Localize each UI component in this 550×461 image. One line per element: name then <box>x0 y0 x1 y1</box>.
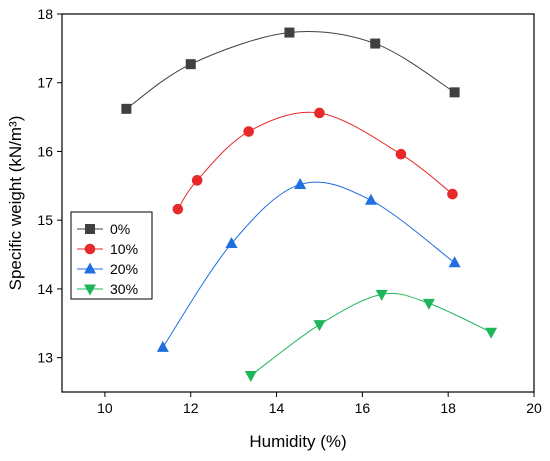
data-point <box>422 298 435 310</box>
legend-marker <box>84 243 96 255</box>
y-tick-label: 15 <box>37 212 53 228</box>
data-point <box>314 107 325 119</box>
series-curve-3 <box>250 292 492 376</box>
y-tick-label: 17 <box>37 75 53 91</box>
data-point <box>370 38 381 49</box>
data-point <box>395 148 407 160</box>
x-axis-title: Humidity (%) <box>249 432 346 451</box>
data-point <box>191 175 203 186</box>
legend-marker <box>85 224 95 234</box>
data-point <box>244 371 257 383</box>
data-point <box>172 203 184 215</box>
legend: 0% 10% 20% 30% <box>70 211 153 300</box>
legend-marker <box>84 262 96 274</box>
x-tick-label: 12 <box>183 400 199 416</box>
x-tick-label: 18 <box>440 400 456 416</box>
series-curve-2 <box>162 181 455 348</box>
data-point <box>485 327 498 339</box>
x-tick-label: 14 <box>269 400 285 416</box>
legend-marker <box>84 284 96 296</box>
data-point <box>449 87 460 98</box>
legend-label: 20% <box>110 261 138 277</box>
series-curve-1 <box>177 111 453 210</box>
legend-label: 30% <box>110 281 138 297</box>
y-tick-label: 13 <box>37 350 53 366</box>
series-points <box>121 27 498 383</box>
legend-label: 0% <box>110 221 130 237</box>
data-point <box>284 27 295 38</box>
y-tick-label: 18 <box>37 6 53 22</box>
y-tick-label: 16 <box>37 143 53 159</box>
x-tick-label: 10 <box>97 400 113 416</box>
y-axis-title: Specific weight (kN/m³) <box>6 116 25 291</box>
data-point <box>243 126 254 137</box>
data-point <box>185 59 196 70</box>
y-tick-label: 14 <box>37 281 53 297</box>
data-point <box>313 320 326 332</box>
x-tick-label: 20 <box>526 400 542 416</box>
data-point <box>156 340 169 352</box>
data-point <box>121 103 132 114</box>
axis-ticks: 10 12 14 16 18 20 13 14 15 16 17 18 <box>37 6 542 416</box>
data-point <box>225 237 238 249</box>
data-point <box>364 193 377 205</box>
data-point <box>447 188 458 200</box>
data-point <box>294 177 307 189</box>
x-tick-label: 16 <box>355 400 371 416</box>
data-point <box>448 256 461 268</box>
legend-label: 10% <box>110 241 138 257</box>
series-curves <box>126 30 492 376</box>
data-point <box>375 289 388 301</box>
plot-area <box>61 13 535 393</box>
series-curve-0 <box>126 30 455 110</box>
